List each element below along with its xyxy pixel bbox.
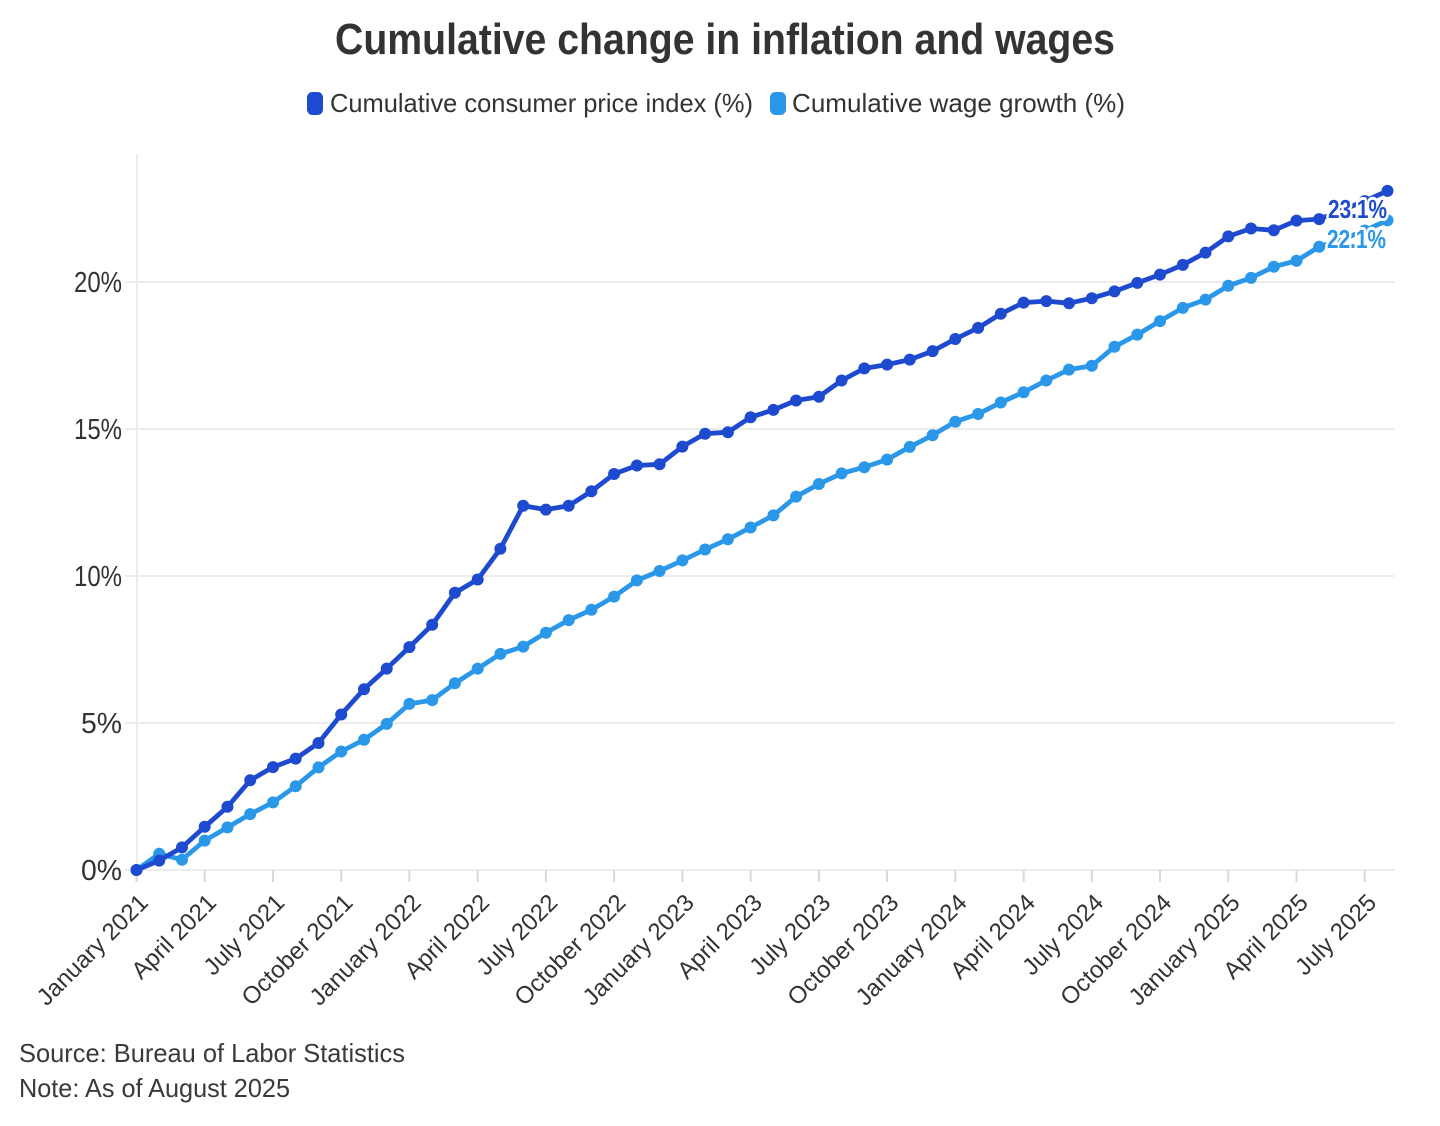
svg-text:10%: 10%	[74, 561, 122, 593]
svg-text:Source: Bureau of Labor Statis: Source: Bureau of Labor Statistics	[19, 1038, 405, 1068]
svg-text:Cumulative change in inflation: Cumulative change in inflation and wages	[335, 15, 1115, 64]
svg-text:20%: 20%	[74, 267, 122, 299]
svg-text:Note: As of August 2025: Note: As of August 2025	[19, 1073, 290, 1103]
svg-text:0%: 0%	[81, 855, 122, 887]
svg-text:22.1%: 22.1%	[1327, 224, 1386, 254]
svg-text:Cumulative consumer price inde: Cumulative consumer price index (%)	[330, 88, 753, 118]
svg-text:15%: 15%	[74, 414, 122, 446]
svg-text:Cumulative wage growth (%): Cumulative wage growth (%)	[792, 88, 1125, 118]
svg-text:23.1%: 23.1%	[1328, 194, 1387, 224]
svg-text:5%: 5%	[81, 708, 122, 740]
